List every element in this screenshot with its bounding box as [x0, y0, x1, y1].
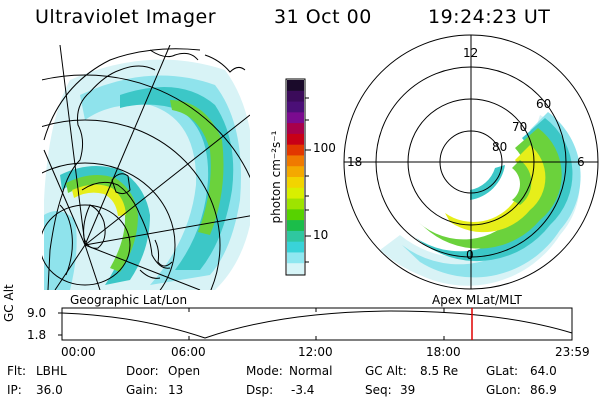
mode-label: Mode:: [246, 364, 283, 378]
polar-map: [343, 34, 599, 290]
colorbar-cell: [287, 263, 304, 275]
dsp-label: Dsp:: [246, 383, 274, 397]
colorbar-cell: [287, 177, 304, 189]
time-label: 19:24:23 UT: [428, 6, 551, 28]
ytick-9: 9.0: [27, 306, 47, 320]
colorbar-cell: [287, 220, 304, 232]
gcalt-label: GC Alt:: [365, 364, 407, 378]
colorbar-cell: [287, 101, 304, 113]
xtick-2359: 23:59: [555, 345, 590, 359]
colorbar: [285, 78, 311, 276]
left-map-title: Geographic Lat/Lon: [70, 293, 188, 307]
colorbar-cell: [287, 90, 304, 103]
door-label: Door:: [126, 364, 159, 378]
seq-label: Seq:: [365, 383, 392, 397]
mlt-label-18: 18: [347, 155, 363, 169]
gain-value: 13: [168, 383, 184, 397]
colorbar-tick-10: 10: [313, 228, 329, 242]
colorbar-cell: [287, 80, 304, 92]
lat-label-70: 70: [512, 120, 528, 134]
mlt-label-6: 6: [577, 155, 585, 169]
flt-label: Flt:: [7, 364, 26, 378]
xtick-0600: 06:00: [171, 345, 206, 359]
mlt-label-12: 12: [463, 46, 479, 60]
colorbar-label: photon cm⁻²s⁻¹: [269, 130, 283, 224]
lat-label-60: 60: [536, 97, 552, 111]
colorbar-cell: [287, 209, 304, 221]
colorbar-tick-100: 100: [313, 141, 336, 155]
colorbar-cell: [287, 155, 304, 167]
glat-label: GLat:: [486, 364, 519, 378]
xtick-1800: 18:00: [426, 345, 461, 359]
xtick-0000: 00:00: [61, 345, 96, 359]
altitude-timeline: [58, 307, 573, 341]
colorbar-cell: [287, 230, 304, 243]
colorbar-cell: [287, 123, 304, 135]
glat-value: 64.0: [530, 364, 557, 378]
colorbar-cell: [287, 144, 304, 156]
colorbar-cell: [287, 187, 304, 200]
glon-label: GLon:: [486, 383, 521, 397]
polar-map-title: Apex MLat/MLT: [432, 293, 522, 307]
colorbar-cell: [287, 252, 304, 264]
gain-label: Gain:: [126, 383, 158, 397]
flt-value: LBHL: [36, 364, 67, 378]
timeline-ylabel: GC Alt: [2, 284, 16, 322]
colorbar-cell: [287, 112, 304, 124]
colorbar-cell: [287, 133, 304, 146]
seq-value: 39: [400, 383, 416, 397]
colorbar-cell: [287, 198, 304, 210]
dsp-value: -3.4: [291, 383, 315, 397]
ip-value: 36.0: [36, 383, 63, 397]
mode-value: Normal: [289, 364, 333, 378]
ip-label: IP:: [7, 383, 22, 397]
geographic-map: [42, 45, 250, 290]
colorbar-cell: [287, 241, 304, 253]
lat-label-80: 80: [492, 140, 508, 154]
ytick-1-8: 1.8: [27, 328, 47, 342]
mlt-label-0: 0: [466, 248, 474, 262]
xtick-1200: 12:00: [298, 345, 333, 359]
gcalt-value: 8.5 Re: [420, 364, 459, 378]
door-value: Open: [168, 364, 201, 378]
glon-value: 86.9: [530, 383, 557, 397]
date-label: 31 Oct 00: [274, 6, 372, 28]
instrument-title: Ultraviolet Imager: [35, 6, 217, 28]
colorbar-cell: [287, 166, 304, 178]
